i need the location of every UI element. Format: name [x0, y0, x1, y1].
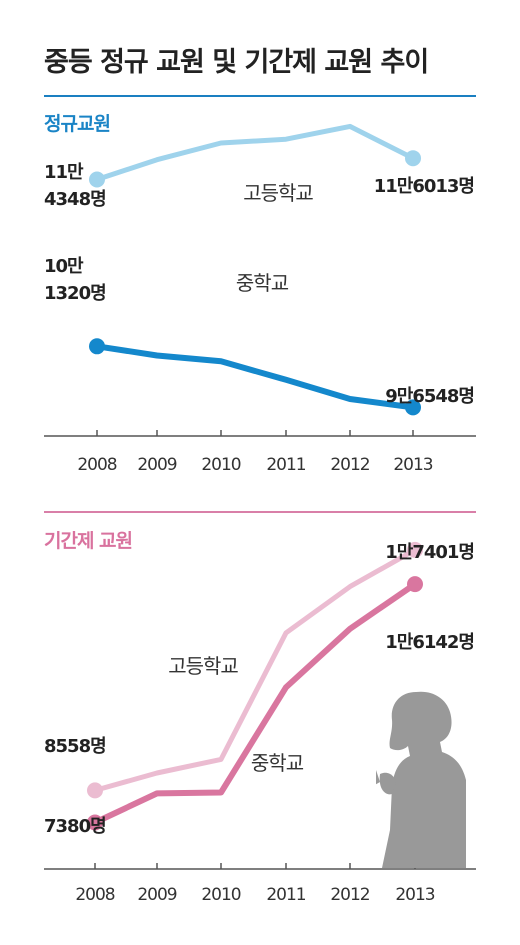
- x-tick-label: 2012: [330, 885, 369, 905]
- x-tick-label: 2009: [137, 455, 176, 475]
- x-tick-label: 2012: [330, 455, 369, 475]
- data-value-label: 10만: [44, 256, 84, 277]
- x-tick-label: 2008: [75, 885, 114, 905]
- series-line-high-school: [94, 123, 416, 182]
- woman-reading-silhouette-icon: [376, 691, 466, 868]
- x-tick-label: 2011: [266, 455, 305, 475]
- data-value-label: 7380명: [44, 816, 106, 837]
- section-title-contract: 기간제 교원: [44, 530, 133, 552]
- x-tick-label: 2010: [201, 885, 240, 905]
- data-value-label: 1320명: [44, 283, 106, 304]
- data-point-marker: [407, 541, 423, 558]
- data-value-label: 11만6013명: [374, 176, 474, 197]
- data-value-label: 11만: [44, 162, 84, 183]
- data-value-label: 1만7401명: [385, 542, 474, 563]
- x-tick-label: 2009: [137, 885, 176, 905]
- page-title: 중등 정규 교원 및 기간제 교원 추이: [44, 47, 429, 78]
- data-point-marker: [89, 338, 105, 355]
- data-value-label: 4348명: [44, 189, 106, 210]
- data-value-label: 9만6548명: [385, 386, 474, 407]
- x-tick-label: 2013: [393, 455, 432, 475]
- series-line-high-school: [92, 547, 418, 793]
- data-point-marker: [87, 782, 103, 799]
- data-point-marker: [407, 576, 423, 593]
- data-value-label: 8558명: [44, 736, 106, 757]
- x-tick-label: 2013: [395, 885, 434, 905]
- x-tick-label: 2008: [77, 455, 116, 475]
- series-name-label: 중학교: [236, 271, 289, 295]
- data-point-marker: [89, 171, 105, 188]
- series-name-label: 고등학교: [243, 181, 313, 205]
- section-divider-contract: [44, 511, 476, 513]
- x-tick-label: 2010: [201, 455, 240, 475]
- data-point-marker: [405, 399, 421, 416]
- series-name-label: 중학교: [251, 751, 304, 775]
- series-name-label: 고등학교: [168, 654, 238, 678]
- series-line-middle-school: [92, 581, 418, 826]
- data-point-marker: [405, 150, 421, 167]
- series-line-middle-school: [94, 343, 416, 411]
- data-value-label: 1만6142명: [385, 632, 474, 653]
- section-title-regular: 정규교원: [44, 113, 111, 135]
- section-divider-regular: [44, 95, 476, 97]
- data-point-marker: [87, 814, 103, 831]
- x-tick-label: 2011: [266, 885, 305, 905]
